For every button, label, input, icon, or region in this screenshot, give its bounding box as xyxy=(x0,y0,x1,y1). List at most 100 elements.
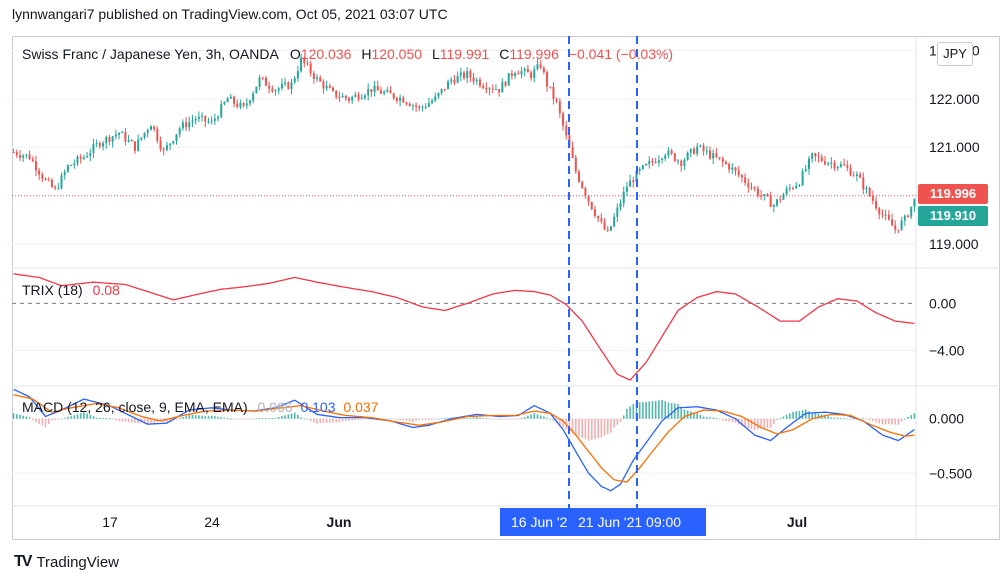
macd-histogram-bar xyxy=(83,412,85,419)
macd-histogram-bar xyxy=(105,418,108,420)
candle-body xyxy=(328,85,331,88)
candle-body xyxy=(469,71,472,78)
candle-body xyxy=(498,89,501,93)
candle-body xyxy=(41,174,44,179)
price-tick-label: 122.000 xyxy=(929,91,980,107)
macd-histogram-bar xyxy=(396,418,398,420)
candle-body xyxy=(488,88,491,90)
macd-histogram-bar xyxy=(814,413,817,419)
macd-histogram-bar xyxy=(734,418,737,423)
candle-body xyxy=(849,167,852,176)
candle-body xyxy=(169,143,172,146)
candle-body xyxy=(894,225,897,230)
macd-histogram-bar xyxy=(559,418,561,426)
macd-histogram-bar xyxy=(329,418,331,423)
trix-pane xyxy=(12,273,916,381)
macd-histogram-bar xyxy=(265,418,267,419)
macd-histogram-bar xyxy=(319,418,322,424)
candle-body xyxy=(105,137,108,144)
candle-body xyxy=(12,152,15,153)
macd-histogram-bar xyxy=(884,418,887,425)
macd-histogram-bar xyxy=(907,416,909,419)
candle-body xyxy=(130,139,133,142)
candle-body xyxy=(804,169,807,171)
macd-histogram-bar xyxy=(351,418,353,421)
candle-body xyxy=(593,209,596,216)
macd-histogram-bar xyxy=(25,416,28,419)
macd-histogram-bar xyxy=(603,418,606,436)
macd-histogram-bar xyxy=(444,418,446,419)
grid-lines xyxy=(12,36,1000,540)
macd-histogram-bar xyxy=(408,418,411,422)
currency-button[interactable]: JPY xyxy=(937,42,973,66)
tradingview-wordmark: TradingView xyxy=(36,553,119,571)
macd-histogram-bar xyxy=(763,418,766,429)
macd-histogram-bar xyxy=(680,406,683,419)
candle-body xyxy=(386,90,389,92)
macd-histogram-bar xyxy=(594,418,596,439)
macd-histogram-bar xyxy=(613,418,615,428)
candle-body xyxy=(242,103,245,106)
macd-histogram-bar xyxy=(836,417,839,419)
macd-histogram-bar xyxy=(562,418,564,428)
candle-body xyxy=(475,79,478,82)
macd-histogram-bar xyxy=(645,401,647,419)
candle-body xyxy=(376,85,379,91)
candle-body xyxy=(44,178,47,180)
tradingview-logo-icon: TV xyxy=(14,553,33,570)
macd-histogram-bar xyxy=(792,411,794,419)
macd-histogram-bar xyxy=(575,418,577,436)
macd-histogram-bar xyxy=(622,415,625,419)
macd-histogram-bar xyxy=(223,417,226,419)
candle-body xyxy=(472,77,475,82)
macd-histogram-bar xyxy=(424,418,427,421)
macd-histogram-bar xyxy=(226,418,229,420)
candle-body xyxy=(724,161,727,164)
candle-body xyxy=(121,132,124,134)
macd-histogram-bar xyxy=(846,418,849,420)
macd-histogram-bar xyxy=(527,415,529,419)
candle-body xyxy=(159,140,162,150)
macd-histogram-bar xyxy=(894,418,897,425)
candle-body xyxy=(692,148,695,154)
tradingview-logo[interactable]: TV TradingView xyxy=(14,553,119,571)
macd-histogram-bar xyxy=(546,417,548,419)
candle-body xyxy=(779,199,782,201)
macd-histogram-bar xyxy=(127,418,130,423)
candle-body xyxy=(185,122,188,128)
macd-histogram-bar xyxy=(514,418,516,420)
candle-body xyxy=(552,86,555,99)
candle-body xyxy=(807,158,810,170)
macd-histogram-bar xyxy=(795,411,798,419)
macd-histogram-bar xyxy=(214,416,216,419)
macd-histogram-bar xyxy=(552,418,555,421)
candle-body xyxy=(769,196,772,207)
macd-histogram-bar xyxy=(581,418,583,438)
macd-histogram-bar xyxy=(610,418,612,433)
candle-body xyxy=(66,165,69,172)
macd-histogram-bar xyxy=(447,417,449,419)
macd-histogram-bar xyxy=(689,411,692,419)
macd-histogram-bar xyxy=(830,417,833,419)
macd-histogram-bar xyxy=(629,406,631,419)
macd-histogram-bar xyxy=(175,418,178,420)
macd-histogram-bar xyxy=(217,416,219,419)
candle-body xyxy=(191,120,194,123)
axis-labels: 119.000121.000122.000123.0000.00−4.000.0… xyxy=(102,43,980,531)
candle-body xyxy=(277,88,280,91)
macd-histogram-bar xyxy=(440,418,443,420)
candle-body xyxy=(654,161,657,163)
macd-histogram-bar xyxy=(255,418,258,420)
macd-histogram-bar xyxy=(511,418,513,420)
candle-body xyxy=(520,71,523,75)
candle-body xyxy=(418,106,421,108)
macd-histogram-bar xyxy=(293,412,296,419)
macd-histogram-bar xyxy=(392,418,395,420)
macd-histogram-bar xyxy=(798,410,801,419)
macd-histogram-bar xyxy=(316,418,318,424)
candle-body xyxy=(271,88,274,92)
candle-body xyxy=(827,162,830,165)
macd-histogram-bar xyxy=(28,417,31,419)
macd-histogram-bar xyxy=(354,418,357,421)
